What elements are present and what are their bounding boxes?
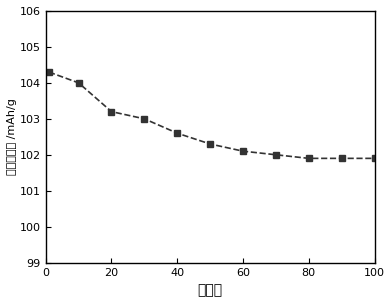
Y-axis label: 放电比容量 /mAh/g: 放电比容量 /mAh/g — [7, 98, 17, 175]
X-axis label: 循环数: 循环数 — [198, 283, 223, 297]
